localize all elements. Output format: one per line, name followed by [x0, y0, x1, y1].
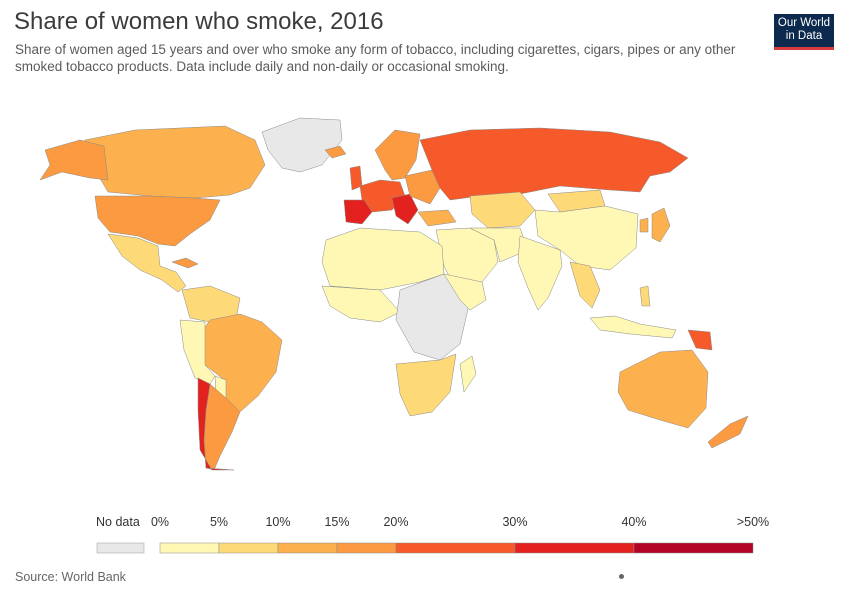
- legend-color-bar: [159, 542, 754, 554]
- region-mexico[interactable]: [107, 233, 187, 293]
- region-chile[interactable]: [197, 377, 235, 471]
- legend-bin-5[interactable]: [514, 542, 635, 554]
- legend-tick-label: 20%: [383, 515, 409, 529]
- legend-tick-label: >50%: [736, 515, 770, 529]
- region-greenland[interactable]: [261, 117, 343, 173]
- region-philippines[interactable]: [639, 285, 651, 307]
- legend-no-data-label: No data: [96, 515, 140, 529]
- legend-bin-3[interactable]: [336, 542, 397, 554]
- region-scandinavia[interactable]: [374, 129, 421, 181]
- logo-line-1: Our World: [777, 17, 831, 29]
- region-north-africa[interactable]: [321, 227, 445, 291]
- region-kazakhstan[interactable]: [469, 191, 536, 229]
- region-china[interactable]: [534, 205, 639, 271]
- legend-tick-label: 40%: [621, 515, 647, 529]
- region-alaska[interactable]: [39, 139, 109, 181]
- region-india[interactable]: [517, 235, 563, 311]
- legend-tick-label: 30%: [502, 515, 528, 529]
- region-australia[interactable]: [617, 349, 709, 429]
- legend-bin-6[interactable]: [633, 542, 754, 554]
- legend-tick-label: 0%: [150, 515, 170, 529]
- logo-line-2: in Data: [785, 30, 823, 42]
- region-peru-bolivia[interactable]: [179, 319, 216, 385]
- region-balkans[interactable]: [391, 193, 419, 225]
- legend-bin-4[interactable]: [395, 542, 516, 554]
- region-korea[interactable]: [639, 217, 649, 233]
- region-cuba[interactable]: [171, 257, 199, 269]
- legend-bin-0[interactable]: [159, 542, 220, 554]
- region-madagascar[interactable]: [459, 355, 477, 393]
- region-usa[interactable]: [94, 195, 221, 247]
- region-spain[interactable]: [343, 199, 373, 225]
- owid-logo[interactable]: Our World in Data: [774, 14, 834, 50]
- source-note: Source: World Bank: [15, 570, 126, 584]
- chart-title: Share of women who smoke, 2016: [14, 8, 384, 35]
- region-eastern-europe[interactable]: [404, 169, 441, 205]
- region-japan[interactable]: [651, 207, 671, 243]
- region-iran[interactable]: [469, 227, 529, 263]
- region-southern-africa[interactable]: [395, 353, 457, 417]
- region-west-africa[interactable]: [321, 285, 401, 323]
- legend-tick-label: 5%: [209, 515, 229, 529]
- chart-subtitle: Share of women aged 15 years and over wh…: [15, 42, 736, 74]
- region-southeast-asia[interactable]: [569, 261, 601, 309]
- legend-bin-1[interactable]: [218, 542, 279, 554]
- legend-bin-2[interactable]: [277, 542, 338, 554]
- region-canada[interactable]: [81, 125, 266, 199]
- region-papua-new-guinea[interactable]: [687, 329, 713, 351]
- legend-tick-label: 15%: [324, 515, 350, 529]
- region-horn-of-africa[interactable]: [443, 273, 487, 311]
- legend-tick-label: 10%: [265, 515, 291, 529]
- region-new-zealand[interactable]: [707, 415, 749, 449]
- region-indonesia[interactable]: [589, 315, 677, 339]
- indicator-dot: [619, 574, 624, 579]
- legend-no-data-swatch: [96, 542, 145, 554]
- region-turkey[interactable]: [417, 209, 457, 227]
- region-russia[interactable]: [419, 127, 689, 201]
- region-iceland[interactable]: [324, 145, 347, 159]
